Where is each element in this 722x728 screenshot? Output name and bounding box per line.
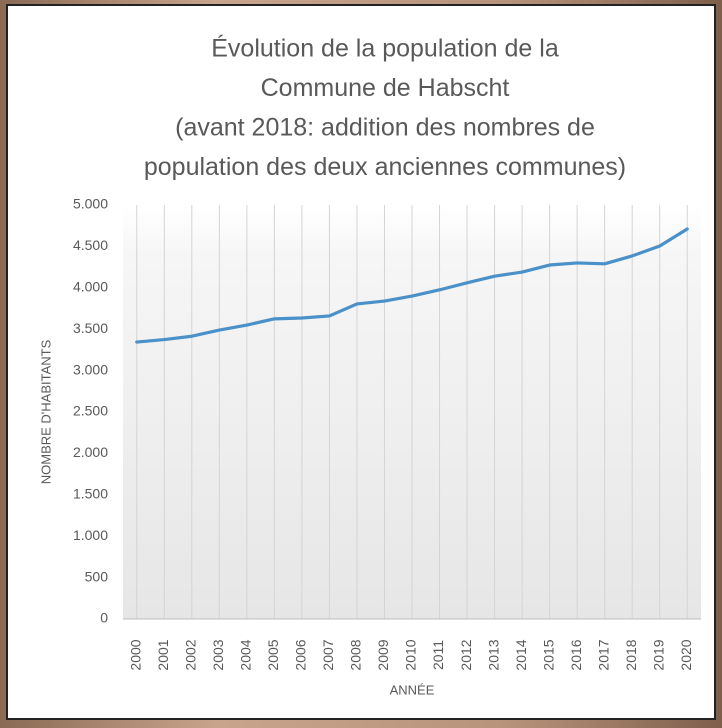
x-tick-label: 2016 <box>568 639 584 670</box>
x-axis-label: ANNÉE <box>390 682 435 697</box>
x-tick-label: 2005 <box>265 639 281 670</box>
x-tick-label: 2002 <box>183 639 199 670</box>
chart-title: population des deux anciennes communes) <box>144 153 626 181</box>
chart-title: Évolution de la population de la <box>211 34 559 63</box>
x-tick-label: 2010 <box>403 639 419 670</box>
x-tick-label: 2004 <box>238 639 254 670</box>
x-tick-label: 2007 <box>320 639 336 670</box>
x-tick-label: 2009 <box>375 639 391 670</box>
x-tick-label: 2013 <box>485 639 501 670</box>
chart-title: Commune de Habscht <box>261 74 510 102</box>
y-tick-label: 2.500 <box>73 403 108 419</box>
y-tick-label: 1.500 <box>73 486 108 502</box>
chart-title: (avant 2018: addition des nombres de <box>175 114 595 142</box>
x-tick-label: 2003 <box>210 639 226 670</box>
y-axis-label: NOMBRE D'HABITANTS <box>38 339 53 484</box>
y-tick-label: 2.000 <box>73 444 108 460</box>
y-tick-label: 3.500 <box>73 320 108 336</box>
y-tick-label: 4.500 <box>73 237 108 253</box>
y-tick-label: 5.000 <box>73 196 108 212</box>
x-tick-label: 2008 <box>348 639 364 670</box>
x-tick-label: 2017 <box>595 639 611 670</box>
x-tick-label: 2011 <box>430 640 446 670</box>
x-tick-label: 2001 <box>155 639 171 670</box>
y-tick-label: 3.000 <box>73 361 108 377</box>
x-tick-label: 2006 <box>293 639 309 670</box>
y-tick-label: 4.000 <box>73 279 108 295</box>
x-tick-label: 2012 <box>458 639 474 670</box>
data-line <box>135 227 689 344</box>
x-tick-label: 2014 <box>513 639 529 670</box>
x-tick-label: 2020 <box>678 639 694 670</box>
x-tick-label: 2018 <box>623 639 639 670</box>
y-tick-label: 1.000 <box>73 527 108 543</box>
x-tick-label: 2000 <box>127 639 143 670</box>
y-tick-label: 500 <box>85 568 109 584</box>
y-tick-label: 0 <box>100 610 108 626</box>
x-tick-label: 2019 <box>650 639 666 670</box>
x-tick-label: 2015 <box>540 639 556 670</box>
